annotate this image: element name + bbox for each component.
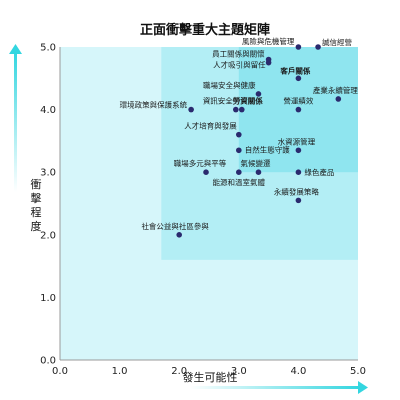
data-point (295, 44, 302, 50)
data-point (335, 96, 342, 102)
y-tick-label: 3.0 (40, 168, 56, 179)
data-point-label: 能源和溫室氣體 (213, 177, 266, 187)
data-point-label: 永續發展策略 (274, 186, 319, 196)
y-axis-title-char: 度 (31, 219, 42, 233)
y-axis-title-char: 擊 (31, 191, 42, 205)
point-labels: 風險與危機管理 誠信經營員工關係與關懷人才吸引與留任客戶關係職場安全與健康產業永續… (120, 36, 359, 231)
x-axis-title: 發生可能性 (183, 370, 238, 384)
data-point-label: 營運績效 (283, 96, 313, 106)
x-tick-label: 0.0 (52, 366, 68, 377)
data-point-label: 員工關係與關懷 (212, 49, 265, 59)
y-tick-label: 4.0 (40, 105, 56, 116)
y-tick-label: 5.0 (40, 43, 56, 54)
data-point (315, 44, 321, 50)
x-tick-label: 3.0 (231, 366, 247, 377)
data-point (236, 169, 242, 175)
data-point-label: 環境政策與保護系統 (120, 100, 188, 110)
chart-title: 正面衝擊重大主題矩陣 (140, 22, 270, 38)
y-tick-labels: 0.0 1.0 2.0 3.0 4.0 5.0 (40, 43, 56, 367)
y-axis-arrow (9, 44, 22, 192)
x-tick-label: 5.0 (350, 366, 366, 377)
data-point-label: 人才培育與發展 (184, 121, 237, 131)
y-tick-label: 1.0 (40, 293, 56, 304)
y-axis-title-char: 衝 (31, 177, 42, 191)
data-point-label: 客戶關係 (279, 65, 310, 75)
data-point (295, 106, 302, 113)
data-point (295, 197, 302, 204)
data-point-label: 社會公益與社區參與 (141, 221, 209, 231)
scatter-points (176, 44, 342, 238)
data-point-label: 職場安全與健康 (203, 80, 256, 90)
data-point-label: 產業永續管理 (313, 85, 358, 95)
data-point-label: 氣候變遷 (240, 158, 270, 168)
data-point (236, 131, 242, 138)
data-point-label: 自然生態守護 (245, 144, 290, 154)
data-point (255, 91, 262, 97)
data-point-label: 綠色產品 (304, 167, 334, 177)
data-point (295, 147, 302, 154)
x-tick-labels: 0.0 1.0 2.0 3.0 4.0 5.0 (52, 366, 366, 377)
data-point (238, 106, 245, 113)
y-tick-label: 0.0 (40, 356, 56, 367)
x-tick-label: 1.0 (112, 366, 128, 377)
y-axis-title-char: 程 (31, 206, 42, 219)
data-point-label: 風險與危機管理 (242, 36, 295, 46)
y-tick-label: 2.0 (40, 230, 56, 241)
data-point (233, 106, 239, 113)
data-point (236, 147, 242, 154)
data-point-label: 人才吸引與留任 (213, 60, 266, 70)
data-point-label: 誠信經營 (322, 37, 352, 47)
data-point (188, 106, 194, 113)
data-point (295, 75, 302, 82)
data-point-label: 勞資關係 (233, 96, 263, 106)
x-axis-arrow (190, 381, 368, 394)
x-tick-label: 4.0 (290, 366, 306, 377)
data-point (203, 169, 209, 175)
data-point (176, 232, 182, 238)
x-tick-label: 2.0 (171, 366, 187, 377)
data-point (255, 169, 262, 175)
data-point-label: 水資源管理 (278, 136, 316, 146)
data-point-label: 職場多元與平等 (174, 158, 227, 168)
data-point (295, 169, 302, 175)
data-point-label: 資訊安全 (203, 96, 233, 106)
data-point (265, 59, 272, 66)
